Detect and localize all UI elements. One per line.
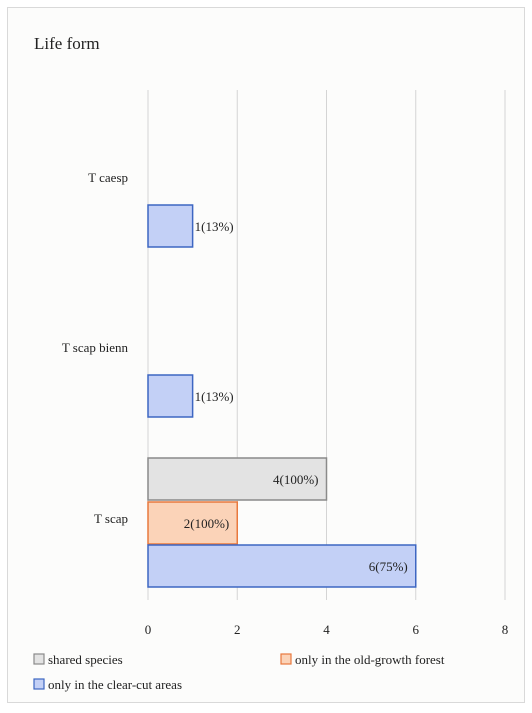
category-labels: T caesp T scap bienn T scap [62,170,129,526]
data-labels: 4(100%) 2(100%) 1(13%) 1(13%) 6(75%) [184,219,408,574]
bar [147,501,238,545]
category-label: T caesp [88,170,128,185]
legend-label: shared species [48,652,123,667]
x-tick-label: 6 [413,622,420,637]
x-tick-label: 2 [234,622,241,637]
legend: shared species only in the old-growth for… [33,652,445,692]
data-label: 1(13%) [195,389,234,404]
data-label: 4(100%) [273,472,319,487]
legend-swatch [280,653,292,665]
x-axis-tick-labels: 0 2 4 6 8 [145,622,509,637]
legend-swatch [33,653,45,665]
chart-title: Life form [34,34,100,53]
category-label: T scap [94,511,128,526]
bars [147,204,417,588]
bar [147,374,194,418]
x-tick-label: 8 [502,622,509,637]
x-tick-label: 0 [145,622,152,637]
category-label: T scap bienn [62,340,129,355]
bar [147,204,194,248]
legend-label: only in the clear-cut areas [48,677,182,692]
legend-swatch [33,678,45,690]
bar [147,457,328,501]
bar [147,544,417,588]
data-label: 2(100%) [184,516,230,531]
data-label: 6(75%) [369,559,408,574]
x-tick-label: 4 [323,622,330,637]
data-label: 1(13%) [195,219,234,234]
legend-label: only in the old-growth forest [295,652,445,667]
